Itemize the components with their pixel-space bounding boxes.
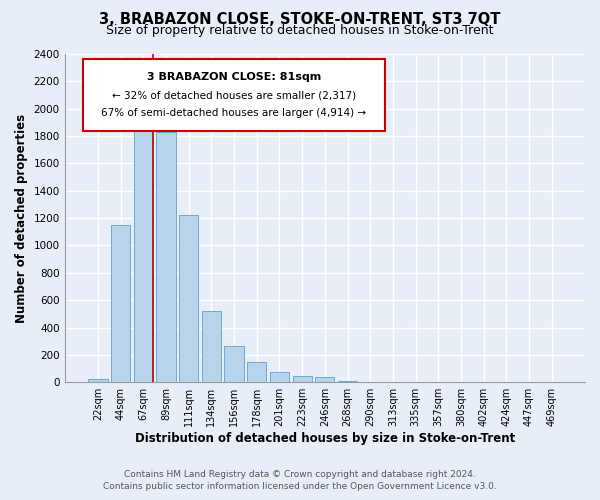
Text: 3 BRABAZON CLOSE: 81sqm: 3 BRABAZON CLOSE: 81sqm [146, 72, 321, 82]
X-axis label: Distribution of detached houses by size in Stoke-on-Trent: Distribution of detached houses by size … [135, 432, 515, 445]
Bar [224, 346, 244, 382]
Bar [247, 362, 266, 382]
Bar [315, 377, 334, 382]
Text: 67% of semi-detached houses are larger (4,914) →: 67% of semi-detached houses are larger (… [101, 108, 367, 118]
Text: Size of property relative to detached houses in Stoke-on-Trent: Size of property relative to detached ho… [106, 24, 494, 37]
Bar [134, 116, 153, 382]
Text: Contains HM Land Registry data © Crown copyright and database right 2024.: Contains HM Land Registry data © Crown c… [124, 470, 476, 479]
Y-axis label: Number of detached properties: Number of detached properties [15, 114, 28, 322]
Bar [179, 216, 199, 382]
Text: 3, BRABAZON CLOSE, STOKE-ON-TRENT, ST3 7QT: 3, BRABAZON CLOSE, STOKE-ON-TRENT, ST3 7… [100, 12, 500, 28]
Bar [157, 132, 176, 382]
Text: Contains public sector information licensed under the Open Government Licence v3: Contains public sector information licen… [103, 482, 497, 491]
Text: ← 32% of detached houses are smaller (2,317): ← 32% of detached houses are smaller (2,… [112, 90, 356, 100]
Bar [202, 311, 221, 382]
Bar [88, 379, 107, 382]
Bar [270, 372, 289, 382]
Bar [111, 225, 130, 382]
Bar [338, 381, 357, 382]
Bar [293, 376, 312, 382]
FancyBboxPatch shape [83, 59, 385, 131]
